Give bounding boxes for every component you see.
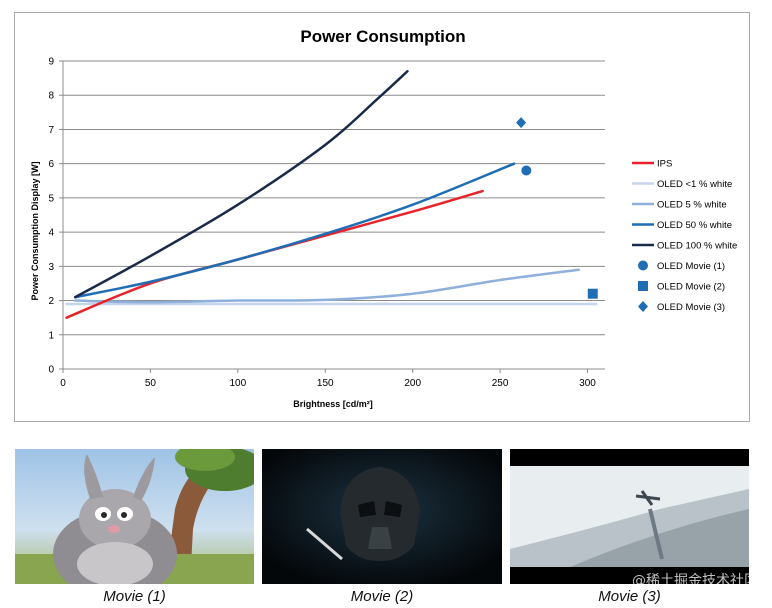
y-tick-label: 1 [48, 330, 54, 341]
movie-1-caption: Movie (1) [103, 588, 166, 605]
grid-layer [63, 60, 605, 336]
series-line-ips [65, 189, 484, 319]
x-tick-label: 250 [492, 378, 509, 389]
legend-label-oled-movie-3: OLED Movie (3) [657, 302, 725, 313]
power-consumption-chart: Power Consumption 0 1 2 3 4 5 6 7 8 9 0 50 100 150 200… [30, 27, 737, 409]
x-tick-label: 300 [579, 378, 596, 389]
axis-layer: 0 1 2 3 4 5 6 7 8 9 0 50 100 150 200 250 300 [48, 57, 605, 389]
legend-swatch-oled-movie-3 [638, 301, 648, 312]
legend-label-oled-movie-2: OLED Movie (2) [657, 282, 725, 293]
y-tick-label: 8 [48, 91, 54, 102]
x-tick-label: 0 [60, 378, 66, 389]
legend-label-oled-1-white: OLED <1 % white [657, 179, 732, 190]
legend-label-oled-movie-1: OLED Movie (1) [657, 261, 725, 272]
legend-label-oled-100-white: OLED 100 % white [657, 241, 737, 252]
data-point-oled-movie-1 [521, 165, 532, 176]
y-tick-label: 0 [48, 365, 54, 376]
movie-1-image [15, 449, 254, 584]
x-tick-label: 100 [229, 378, 246, 389]
x-tick-label: 200 [404, 378, 421, 389]
y-tick-label: 7 [48, 125, 54, 136]
legend-swatch-oled-movie-2 [638, 281, 648, 291]
movie-3-caption: Movie (3) [598, 588, 661, 605]
y-tick-label: 9 [48, 57, 54, 68]
series-layer [65, 70, 598, 319]
y-tick-label: 5 [48, 193, 54, 204]
legend: IPS OLED <1 % white OLED 5 % white OLED 50 … [632, 159, 737, 313]
x-axis-title: Brightness [cd/m²] [293, 399, 373, 409]
watermark: @稀土掘金技术社区 [632, 573, 758, 589]
legend-label-oled-50-white: OLED 50 % white [657, 220, 732, 231]
legend-label-ips: IPS [657, 159, 672, 170]
movie-2-caption: Movie (2) [350, 588, 414, 605]
movie-2-image [262, 449, 502, 584]
x-tick-label: 50 [145, 378, 157, 389]
legend-swatch-oled-movie-1 [638, 260, 648, 271]
y-axis-title: Power Consumption Display [W] [30, 161, 40, 300]
y-tick-label: 6 [48, 159, 54, 170]
chart-frame: Power Consumption 0 1 2 3 4 5 6 7 8 9 0 50 100 150 200… [14, 12, 750, 422]
series-line-oled-5-white [73, 268, 581, 304]
y-tick-label: 4 [48, 228, 54, 239]
y-tick-label: 3 [48, 262, 54, 273]
legend-label-oled-5-white: OLED 5 % white [657, 200, 727, 211]
movie-3-image [510, 449, 749, 584]
series-line-oled-50-white [73, 162, 516, 299]
y-tick-label: 2 [48, 296, 54, 307]
data-point-oled-movie-2 [587, 288, 598, 299]
x-tick-label: 150 [317, 378, 334, 389]
series-line-oled-100-white [73, 70, 409, 299]
data-point-oled-movie-3 [516, 117, 527, 129]
chart-title: Power Consumption [300, 27, 465, 46]
